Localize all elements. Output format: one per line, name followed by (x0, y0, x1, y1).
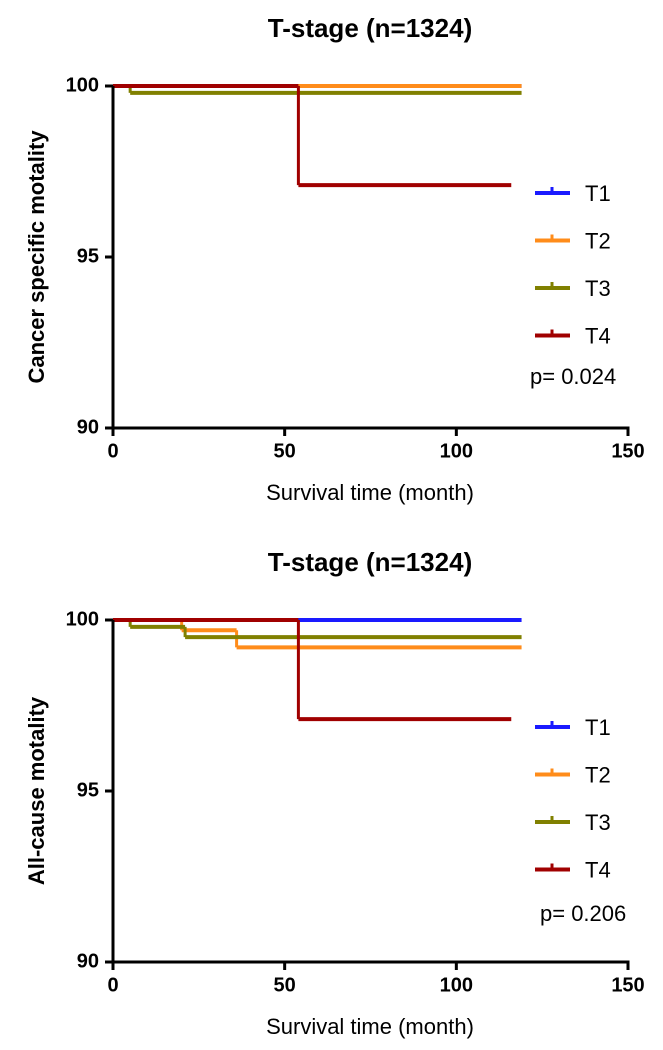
y-tick-label: 95 (77, 245, 99, 267)
x-tick-label: 150 (611, 974, 644, 996)
chart-title: T-stage (n=1324) (268, 13, 472, 43)
chart-title: T-stage (n=1324) (268, 547, 472, 577)
y-tick-label: 90 (77, 950, 99, 972)
legend-label: T4 (585, 857, 611, 882)
y-tick-label: 100 (66, 608, 99, 630)
legend-label: T3 (585, 276, 611, 301)
y-tick-label: 95 (77, 779, 99, 801)
y-axis-label: Cancer specific motality (24, 130, 49, 384)
x-tick-label: 50 (274, 440, 296, 462)
y-tick-label: 90 (77, 416, 99, 438)
legend-label: T3 (585, 810, 611, 835)
x-axis-label: Survival time (month) (266, 480, 474, 505)
legend-label: T4 (585, 323, 611, 348)
legend-label: T1 (585, 181, 611, 206)
legend-label: T2 (585, 228, 611, 253)
p-value: p= 0.024 (530, 364, 616, 389)
p-value: p= 0.206 (540, 901, 626, 926)
x-tick-label: 0 (107, 974, 118, 996)
x-tick-label: 50 (274, 974, 296, 996)
x-tick-label: 100 (440, 974, 473, 996)
x-tick-label: 150 (611, 440, 644, 462)
legend-label: T1 (585, 715, 611, 740)
x-tick-label: 100 (440, 440, 473, 462)
y-tick-label: 100 (66, 74, 99, 96)
legend-label: T2 (585, 762, 611, 787)
y-axis-label: All-cause motality (24, 696, 49, 885)
x-axis-label: Survival time (month) (266, 1014, 474, 1039)
x-tick-label: 0 (107, 440, 118, 462)
